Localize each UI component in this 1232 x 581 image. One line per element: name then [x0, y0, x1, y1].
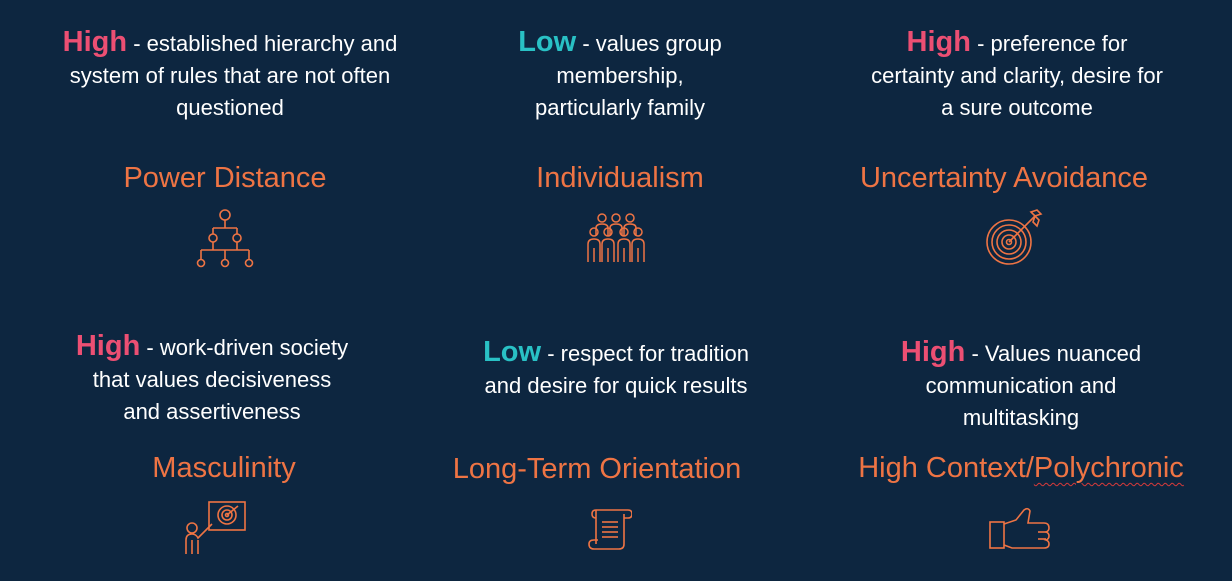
description-line: membership,	[556, 63, 684, 88]
uncertainty-avoidance-title: Uncertainty Avoidance	[859, 162, 1149, 194]
description-line: - values group	[582, 31, 722, 56]
thumbs-up-icon	[988, 506, 1052, 552]
high-context-title: High Context/Polychronic	[821, 452, 1221, 485]
masculinity-description: High - work-driven society that values d…	[12, 330, 412, 428]
description-line: - work-driven society	[146, 335, 349, 360]
title-part: High Context/	[858, 452, 1034, 484]
target-arrow-icon	[985, 208, 1045, 268]
description-line: - established hierarchy and	[133, 31, 398, 56]
description-line: - respect for tradition	[547, 341, 749, 366]
description-line: particularly family	[535, 95, 705, 120]
power-distance-title: Power Distance	[123, 162, 327, 194]
level-label: High	[906, 26, 971, 58]
description-line: system of rules that are not often	[69, 63, 391, 88]
description-line: communication and	[925, 373, 1117, 398]
uncertainty-avoidance-description: High - preference for certainty and clar…	[817, 26, 1217, 124]
scroll-icon	[588, 506, 632, 552]
description-line: questioned	[176, 95, 284, 120]
title-part-spellcheck: Polychronic	[1033, 452, 1184, 484]
level-label: Low	[518, 26, 577, 58]
level-label: High	[62, 26, 128, 58]
group-people-icon	[585, 212, 647, 264]
description-line: - preference for	[977, 31, 1128, 56]
level-label: High	[900, 336, 966, 368]
level-label: High	[75, 330, 141, 362]
long-term-orientation-title: Long-Term Orientation	[452, 453, 742, 485]
description-line: multitasking	[962, 405, 1080, 430]
high-context-description: High - Values nuanced communication and …	[821, 336, 1221, 434]
hierarchy-icon	[194, 208, 256, 270]
description-line: and desire for quick results	[484, 373, 748, 398]
description-line: that values decisiveness	[92, 367, 332, 392]
description-line: certainty and clarity, desire for	[871, 63, 1163, 88]
long-term-orientation-description: Low - respect for tradition and desire f…	[416, 336, 816, 402]
power-distance-description: High - established hierarchy and system …	[30, 26, 430, 124]
individualism-title: Individualism	[536, 162, 704, 194]
masculinity-title: Masculinity	[152, 452, 296, 484]
description-line: - Values nuanced	[971, 341, 1142, 366]
level-label: Low	[483, 336, 542, 368]
presenter-target-icon	[183, 500, 249, 556]
description-line: a sure outcome	[941, 95, 1093, 120]
description-line: and assertiveness	[123, 399, 301, 424]
individualism-description: Low - values group membership, particula…	[420, 26, 820, 124]
